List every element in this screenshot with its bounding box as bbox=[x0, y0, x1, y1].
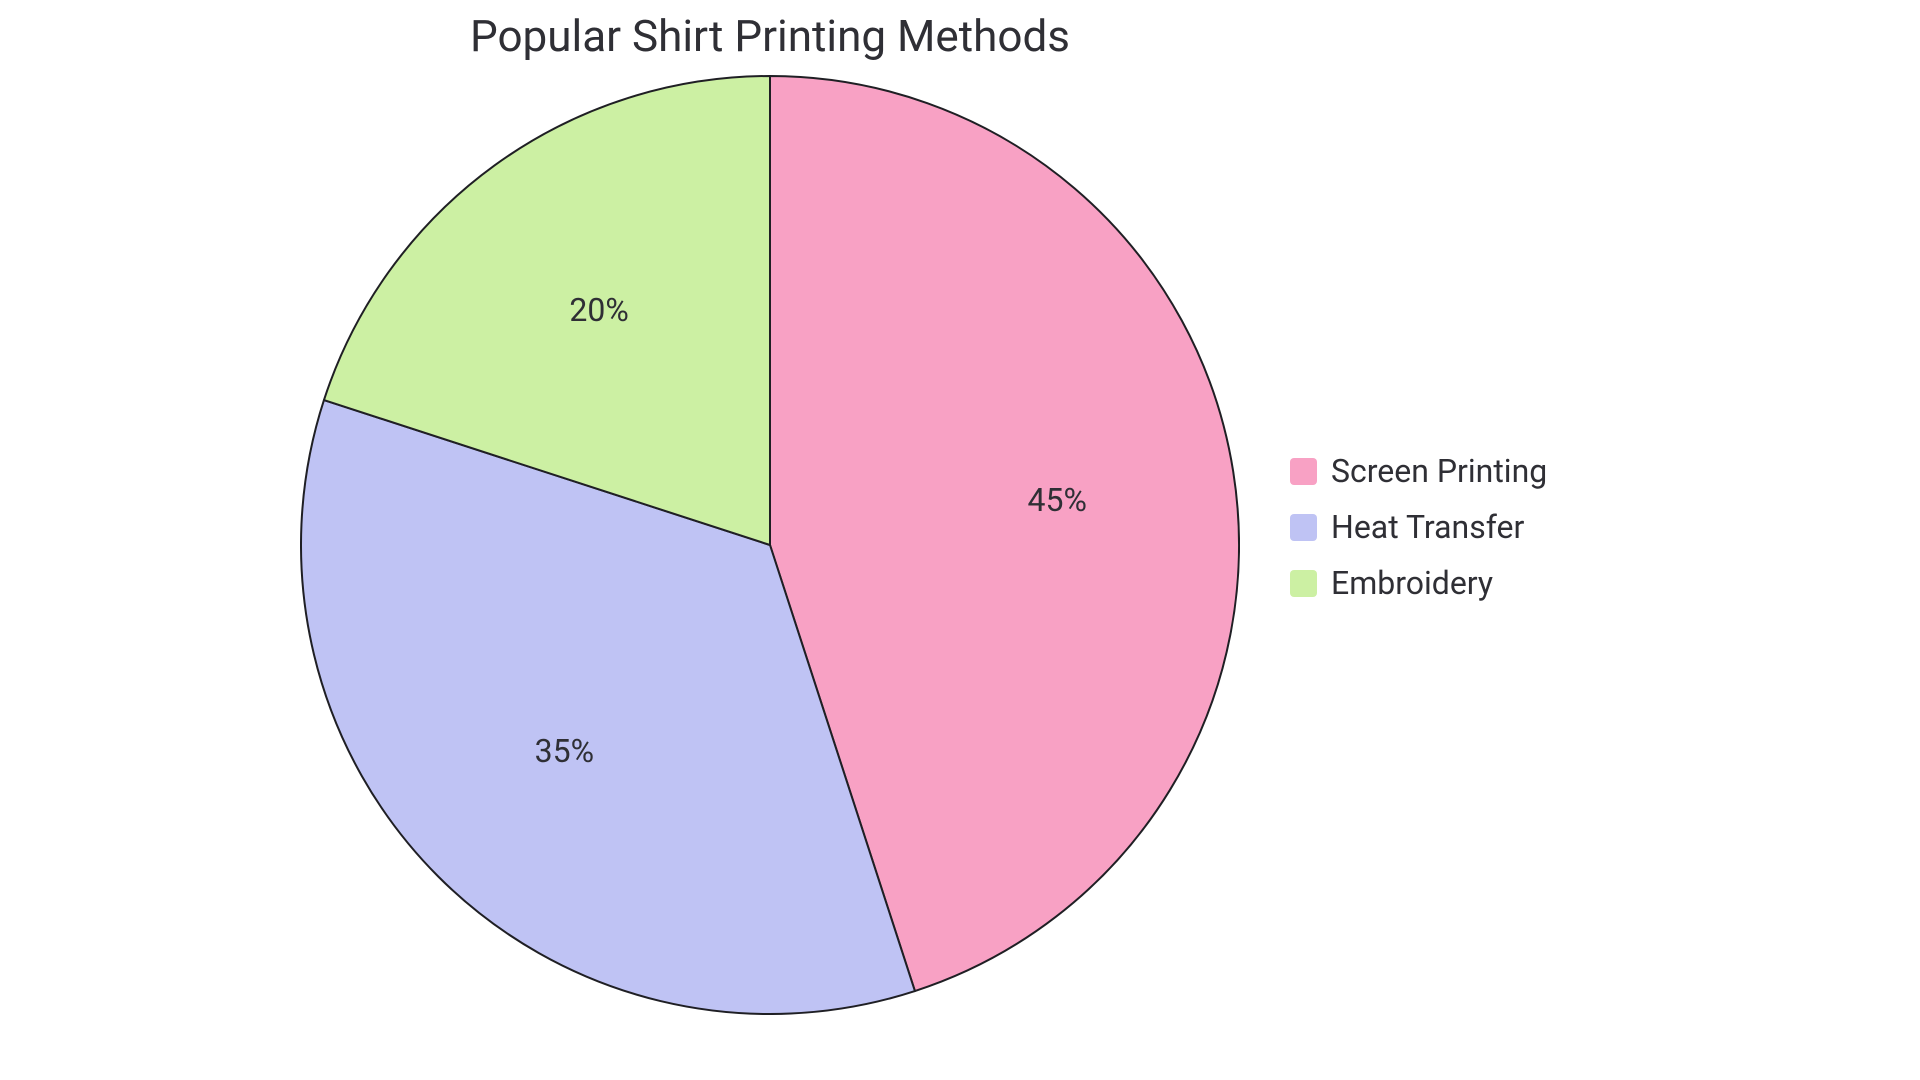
legend-label-2: Embroidery bbox=[1331, 564, 1493, 602]
slice-label-2: 20% bbox=[569, 291, 628, 329]
legend-swatch-2 bbox=[1290, 570, 1317, 597]
slice-label-0: 45% bbox=[1027, 481, 1086, 519]
legend-item-0: Screen Printing bbox=[1290, 452, 1547, 490]
legend-item-1: Heat Transfer bbox=[1290, 508, 1547, 546]
legend-swatch-1 bbox=[1290, 514, 1317, 541]
pie-chart: 45% 35% 20% bbox=[300, 75, 1240, 1015]
legend: Screen Printing Heat Transfer Embroidery bbox=[1290, 452, 1547, 602]
pie-svg bbox=[300, 75, 1240, 1015]
legend-item-2: Embroidery bbox=[1290, 564, 1547, 602]
legend-label-0: Screen Printing bbox=[1331, 452, 1547, 490]
chart-stage: Popular Shirt Printing Methods 45% 35% 20%… bbox=[0, 0, 1920, 1080]
chart-title: Popular Shirt Printing Methods bbox=[370, 10, 1170, 62]
legend-label-1: Heat Transfer bbox=[1331, 508, 1524, 546]
legend-swatch-0 bbox=[1290, 458, 1317, 485]
slice-label-1: 35% bbox=[535, 732, 594, 770]
